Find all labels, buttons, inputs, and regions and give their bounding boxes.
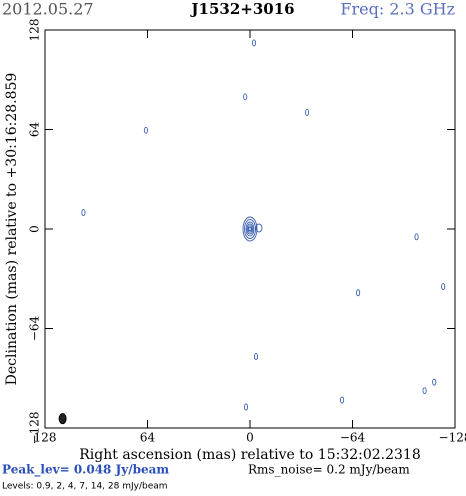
y-tick-label: 64: [28, 122, 42, 138]
contour: [340, 396, 345, 404]
date: 2012.05.27: [2, 0, 94, 19]
rms-noise: Rms_noise= 0.2 mJy/beam: [248, 463, 410, 477]
contour: [251, 39, 257, 47]
y-axis-label: Declination (mas) relative to +30:16:28.…: [4, 73, 20, 386]
contour: [143, 126, 148, 134]
contour: [253, 353, 259, 360]
x-tick-label: 64: [140, 431, 156, 445]
frequency: Freq: 2.3 GHz: [340, 0, 455, 19]
contour: [247, 225, 253, 233]
contour: [414, 233, 419, 241]
levels: Levels: 0.9, 2, 4, 7, 14, 28 mJy/beam: [2, 482, 168, 492]
x-tick-label: −64: [340, 431, 366, 445]
contour: [243, 403, 249, 411]
contour: [356, 289, 361, 297]
y-tick-label: −64: [28, 315, 42, 341]
y-tick-label: 128: [28, 19, 42, 42]
contour: [432, 378, 437, 386]
contour: [81, 209, 86, 216]
x-tick-label: 0: [246, 431, 254, 445]
contour: [441, 283, 446, 290]
x-tick-label: −128: [439, 431, 466, 445]
plot-frame: [44, 29, 456, 429]
contour: [242, 216, 258, 242]
beam: [58, 413, 67, 425]
y-tick-label: 0: [28, 225, 42, 233]
y-tick-label: −128: [28, 412, 42, 445]
contour: [422, 387, 427, 395]
contour: [244, 219, 256, 239]
contour: [304, 108, 310, 116]
peak-level: Peak_lev= 0.048 Jy/beam: [2, 463, 169, 478]
chart-title: J1532+3016: [189, 0, 294, 18]
contour: [245, 221, 255, 237]
contour: [248, 226, 252, 232]
contour: [243, 93, 248, 101]
contour: [246, 223, 254, 235]
x-tick-label: 128: [34, 431, 57, 445]
x-axis-label: Right ascension (mas) relative to 15:32:…: [79, 447, 421, 463]
contour: [255, 223, 263, 233]
